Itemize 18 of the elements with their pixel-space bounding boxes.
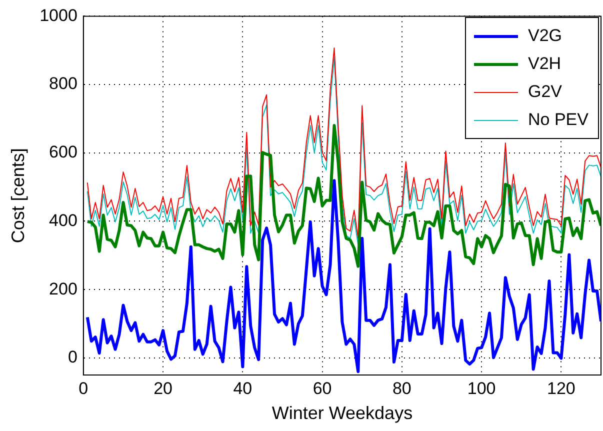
y-tick-label: 600 <box>49 142 78 162</box>
y-tick-label: 800 <box>49 74 78 94</box>
x-tick-label: 100 <box>467 378 496 398</box>
y-tick-label: 1000 <box>40 6 78 25</box>
y-axis-title: Cost [cents] <box>8 148 28 244</box>
x-axis-title: Winter Weekdays <box>272 403 413 424</box>
y-tick-label: 0 <box>68 348 78 367</box>
x-tick-label: 80 <box>392 378 412 398</box>
legend-label: No PEV <box>528 109 588 132</box>
y-tick-label: 400 <box>49 210 78 230</box>
x-tick-label: 120 <box>547 378 576 398</box>
y-tick-label: 200 <box>49 279 78 298</box>
x-tick-label: 60 <box>312 378 332 398</box>
legend-label: V2G <box>528 25 562 48</box>
x-tick-label: 40 <box>233 378 252 398</box>
legend-label: V2H <box>528 53 562 76</box>
legend-label: G2V <box>528 81 562 104</box>
x-tick-label: 20 <box>154 378 173 398</box>
